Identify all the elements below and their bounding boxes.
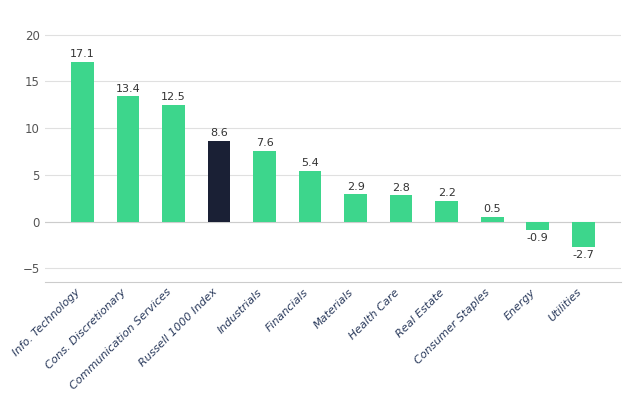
Text: 17.1: 17.1 (70, 49, 95, 59)
Bar (162, 105, 185, 222)
Text: -0.9: -0.9 (527, 233, 548, 243)
Bar (344, 194, 367, 222)
Bar (390, 195, 413, 222)
Bar (253, 151, 276, 222)
Bar (435, 201, 458, 222)
Text: 8.6: 8.6 (210, 128, 228, 139)
Bar (572, 222, 595, 247)
Text: -2.7: -2.7 (572, 249, 594, 259)
Bar (207, 141, 230, 222)
Text: 12.5: 12.5 (161, 92, 186, 102)
Text: 2.8: 2.8 (392, 183, 410, 193)
Bar (71, 62, 93, 222)
Text: 2.9: 2.9 (347, 182, 365, 192)
Bar (526, 222, 549, 230)
Bar (299, 171, 321, 222)
Text: 7.6: 7.6 (255, 138, 273, 148)
Text: 5.4: 5.4 (301, 158, 319, 168)
Text: 2.2: 2.2 (438, 188, 456, 198)
Text: 0.5: 0.5 (483, 204, 501, 214)
Bar (116, 96, 140, 222)
Bar (481, 217, 504, 222)
Text: 13.4: 13.4 (116, 83, 140, 94)
